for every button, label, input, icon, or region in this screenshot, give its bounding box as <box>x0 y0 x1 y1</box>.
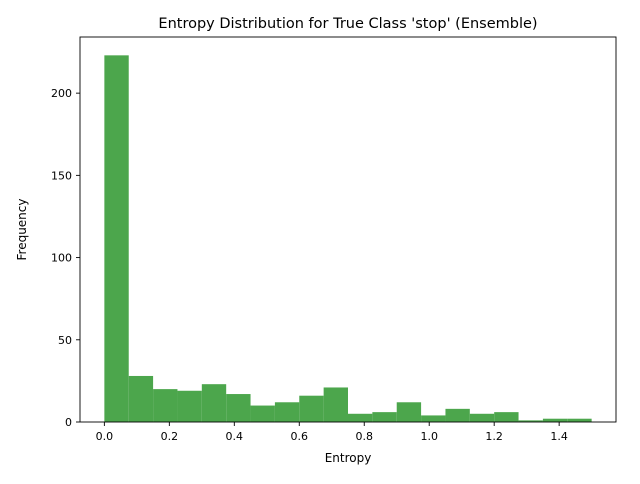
histogram-bar <box>542 418 568 422</box>
y-axis-label: Frequency <box>15 199 29 261</box>
x-tick-label: 1.4 <box>550 430 568 443</box>
y-tick-label: 50 <box>58 334 72 347</box>
x-tick-label: 0.4 <box>226 430 244 443</box>
histogram-bar <box>177 390 202 422</box>
y-tick-label: 150 <box>51 169 72 182</box>
x-tick-label: 1.2 <box>485 430 503 443</box>
x-tick-label: 0.2 <box>161 430 179 443</box>
histogram-bar <box>226 394 251 422</box>
y-axis: 0 50 100 150 200 <box>51 87 80 429</box>
histogram-bar <box>372 412 397 422</box>
histogram-bar <box>323 387 348 422</box>
histogram-bars <box>104 55 592 422</box>
x-axis-label: Entropy <box>325 451 372 465</box>
histogram-bar <box>421 415 446 422</box>
histogram-bar <box>396 402 422 422</box>
histogram-bar <box>128 375 154 422</box>
histogram-bar <box>201 384 227 422</box>
y-tick-label: 100 <box>51 252 72 265</box>
y-tick-label: 200 <box>51 87 72 100</box>
x-tick-label: 0.0 <box>96 430 114 443</box>
x-axis: 0.0 0.2 0.4 0.6 0.8 1.0 1.2 1.4 <box>96 422 568 443</box>
plot-frame <box>79 36 617 423</box>
x-tick-label: 1.0 <box>420 430 438 443</box>
histogram-bar <box>348 413 373 422</box>
x-tick-label: 0.8 <box>355 430 373 443</box>
y-tick-label: 0 <box>65 416 72 429</box>
histogram-bar <box>153 389 178 422</box>
histogram-bar <box>250 405 275 422</box>
histogram-bar <box>567 418 592 422</box>
histogram-bar <box>445 408 470 422</box>
histogram-bar <box>518 420 543 422</box>
chart-title: Entropy Distribution for True Class 'sto… <box>158 16 537 32</box>
histogram-bar <box>494 412 519 422</box>
histogram-bar <box>104 55 129 422</box>
x-tick-label: 0.6 <box>291 430 309 443</box>
histogram-bar <box>299 395 324 422</box>
histogram-bar <box>469 413 495 422</box>
histogram-bar <box>274 402 300 422</box>
